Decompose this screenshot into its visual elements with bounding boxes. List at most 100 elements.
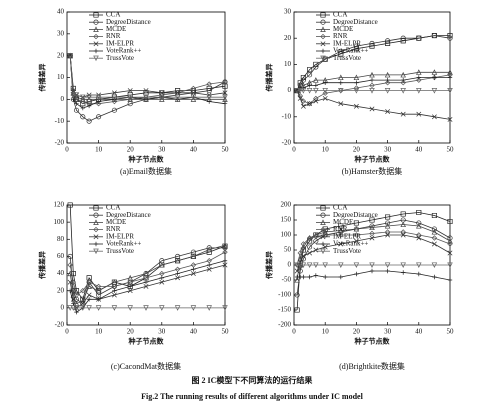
y-axis-label: 传播差异 [265,64,274,93]
point [86,118,92,124]
point [67,253,73,259]
point [222,242,228,248]
legend-marker [320,48,326,54]
point [432,75,437,80]
point [384,88,391,94]
point [206,305,212,311]
y-tick-label: 20 [57,286,65,294]
y-tick-label: 200 [281,201,292,209]
point [80,105,85,111]
point [369,71,375,78]
y-tick-label: 10 [284,60,292,68]
y-tick-label: 10 [57,73,65,81]
point [353,103,359,109]
legend-marker [320,41,326,47]
point [313,98,319,104]
legend-marker [93,205,99,211]
legend-label: VoteRank++ [106,240,141,248]
point [190,94,197,101]
point [416,88,422,94]
series-line [296,234,451,272]
point [322,56,328,62]
point [313,88,319,94]
x-axis-label: 种子节点数 [128,337,165,346]
legend-marker [320,26,326,32]
x-tick-label: 20 [127,146,135,154]
point [447,88,453,94]
legend-label: DegreeDistance [333,18,378,26]
point [385,268,390,274]
point [80,301,86,307]
point [70,92,77,98]
point [416,262,422,268]
series-line [296,74,451,105]
x-tick-label: 30 [158,146,166,154]
point [174,305,181,311]
point [143,279,149,285]
legend-label: IM-ELPR [333,39,361,47]
point [338,48,344,54]
point [338,232,344,238]
point [159,96,165,102]
point [294,307,300,313]
point [401,77,406,83]
point [353,43,359,49]
x-tick-label: 20 [127,328,135,336]
legend-marker [93,248,99,255]
x-tick-label: 50 [222,328,230,336]
y-tick-label: 30 [284,8,292,16]
y-tick-label: 20 [57,51,65,59]
y-tick-label: -100 [278,291,291,299]
point [73,288,80,294]
point [447,116,453,122]
point [369,262,375,268]
y-axis-label: 传播差异 [38,64,47,93]
point [416,223,422,229]
point [300,253,306,259]
point [416,271,421,277]
y-tick-label: 0 [288,261,292,269]
point [222,94,228,101]
legend-marker [320,248,326,255]
point [175,271,180,276]
legend-label: VoteRank++ [333,47,368,55]
point [369,268,375,274]
point [447,250,453,256]
point [111,292,117,298]
point [307,244,313,250]
point [86,292,92,298]
x-tick-label: 50 [447,146,455,154]
legend-marker [320,234,326,240]
y-tick-label: -20 [55,321,65,329]
point [431,69,438,75]
point [416,232,422,238]
point [369,235,375,241]
x-tick-label: 0 [292,328,296,336]
point [353,88,360,94]
point [338,223,344,229]
point [70,271,76,277]
point [175,90,181,96]
point [294,268,300,274]
legend-label: CCA [106,204,120,212]
y-tick-label: 50 [284,246,292,254]
legend-label: IM-ELPR [333,232,361,240]
legend-marker [320,205,326,211]
x-tick-label: 30 [158,328,166,336]
legend-label: RNR [333,32,348,40]
point [354,80,359,85]
point [222,305,228,311]
point [127,88,133,94]
point [431,33,437,39]
x-tick-label: 0 [65,328,69,336]
point [67,53,73,59]
point [67,288,73,293]
point [369,82,375,89]
point [143,88,149,94]
point [322,90,328,96]
point [447,277,453,283]
series-line [296,35,450,91]
point [313,273,319,278]
point [127,94,133,101]
